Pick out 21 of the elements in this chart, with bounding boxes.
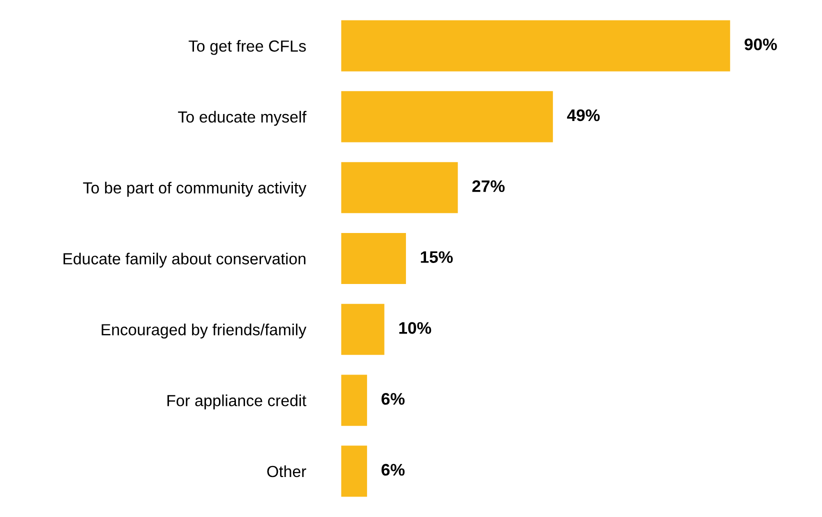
data-label: 27% [472,180,505,192]
data-label: 6% [382,392,405,405]
y-tick-label: For appliance credit [167,394,306,410]
bar [341,304,384,355]
data-label: 10% [399,322,432,334]
data-label: 15% [420,251,453,263]
y-tick-label: To be part of community activity [83,182,306,197]
y-tick-label: To get free CFLs [188,40,306,55]
data-label: 49% [567,109,600,122]
bar [341,446,368,497]
data-label: 90% [744,38,777,50]
y-tick-label: Other [267,465,306,478]
y-tick-label: Encouraged by friends/family [102,324,306,339]
bar [341,91,553,142]
bar [341,374,368,426]
y-tick-label: To educate myself [178,110,306,126]
bar [341,162,458,214]
bar [341,20,730,72]
data-label: 6% [382,464,405,476]
bar [341,232,406,284]
y-tick-label: Educate family about conservation [64,252,306,268]
